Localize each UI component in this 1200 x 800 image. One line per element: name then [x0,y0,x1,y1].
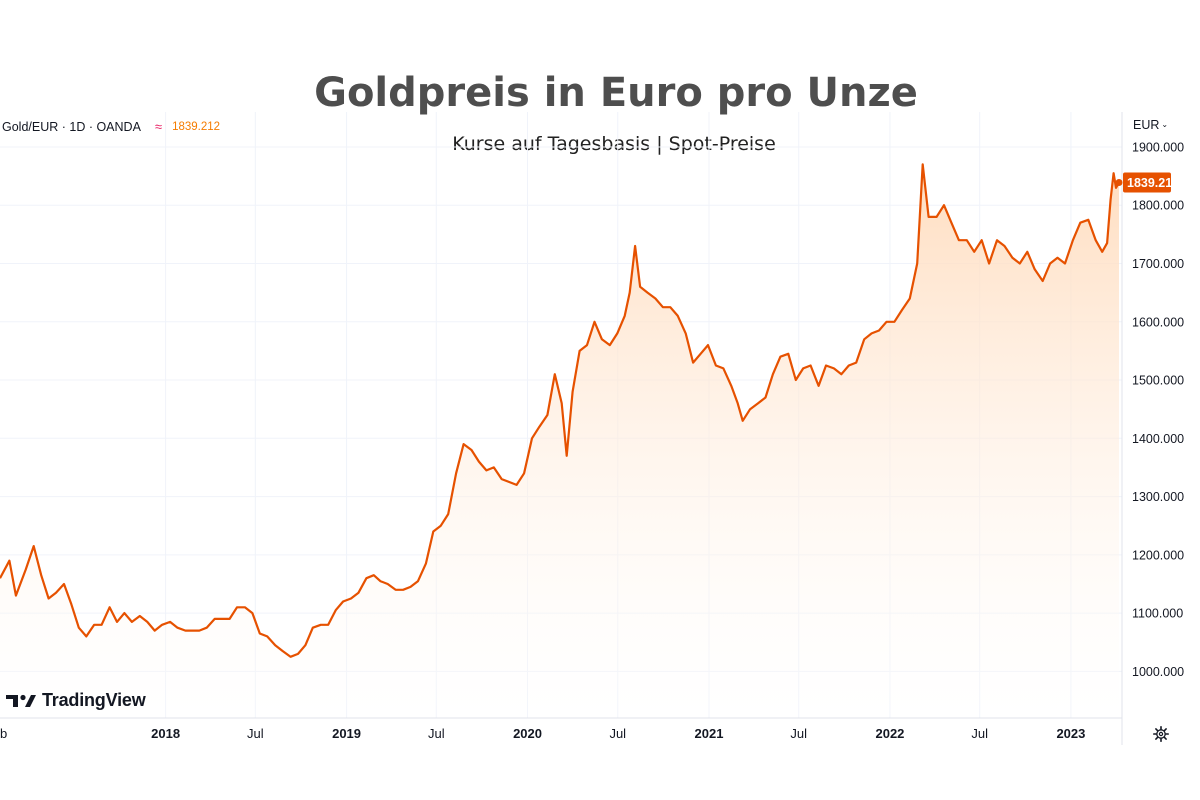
y-tick-label: 1300.000 [1132,490,1184,504]
x-tick-label: Jul [971,726,988,741]
x-tick-label: 2022 [875,726,904,741]
current-price-dot [1115,179,1123,187]
currency-label: EUR [1133,118,1160,132]
symbol-header[interactable]: Gold/EUR · 1D · OANDA ≈ 1839.212 [2,119,220,134]
symbol-label[interactable]: Gold/EUR · 1D · OANDA [2,119,141,134]
y-tick-label: 1100.000 [1132,607,1183,621]
tradingview-logo-text: TradingView [42,690,146,710]
tradingview-logo[interactable]: TradingView [6,690,146,711]
tradingview-logo-icon [6,694,36,707]
chart-subtitle: Kurse auf Tagesbasis | Spot-Preise [452,133,776,155]
y-axis[interactable]: 1900.000 1800.000 1700.000 1600.000 1500.000… [1132,140,1184,678]
y-tick-label: 1500.000 [1132,374,1184,388]
chevron-down-icon: ⌄ [1161,120,1169,129]
y-tick-label: 1400.000 [1132,432,1184,446]
x-tick-label: Jul [247,726,264,741]
chart-title: Goldpreis in Euro pro Unze [314,70,918,116]
approx-icon: ≈ [154,119,163,134]
y-tick-label: 1900.000 [1132,140,1184,154]
x-tick-label: b [0,726,7,741]
symbol-price: 1839.212 [172,120,221,133]
area-fill [0,164,1119,718]
y-tick-label: 1700.000 [1132,257,1184,271]
x-axis[interactable]: b 2018 Jul 2019 Jul 2020 Jul 2021 Jul 2022 Jul 2023 [0,726,1085,741]
price-tag-bg [1123,172,1171,193]
price-tag-text: 1839.212 [1127,176,1179,190]
x-tick-label: 2020 [513,726,542,741]
y-tick-label: 1600.000 [1132,315,1184,329]
gear-icon[interactable] [1153,726,1169,742]
x-tick-label: Jul [428,726,445,741]
x-tick-label: 2019 [332,726,361,741]
y-tick-label: 1800.000 [1132,199,1184,213]
x-tick-label: Jul [609,726,626,741]
x-tick-label: 2018 [151,726,180,741]
x-tick-label: 2021 [695,726,724,741]
currency-select[interactable]: EUR ⌄ [1133,118,1168,132]
x-tick-label: 2023 [1056,726,1085,741]
current-price-tag: 1839.212 [1115,172,1179,193]
price-line [0,163,1120,658]
y-tick-label: 1200.000 [1132,548,1184,562]
x-tick-label: Jul [790,726,807,741]
y-tick-label: 1000.000 [1132,665,1184,679]
